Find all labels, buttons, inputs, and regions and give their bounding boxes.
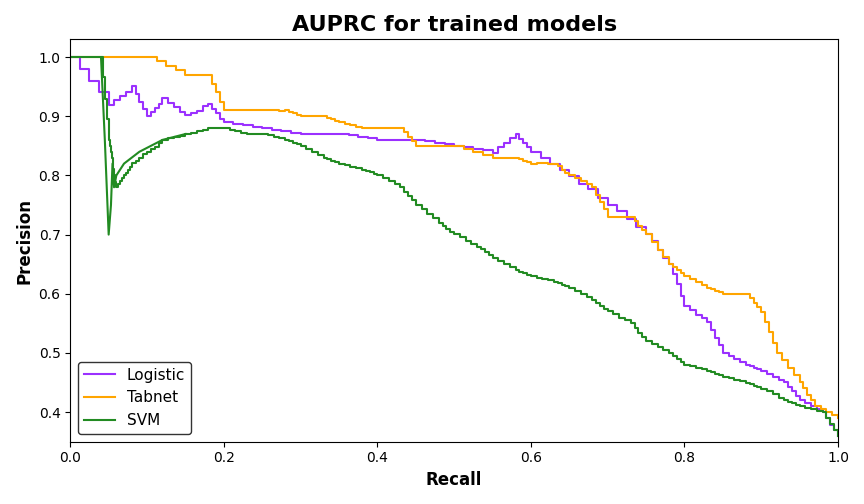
Line: Logistic: Logistic — [70, 57, 838, 436]
SVM — [454, 234, 465, 240]
Tabnet — [420, 143, 430, 149]
X-axis label: Recall: Recall — [426, 471, 482, 489]
SVM — [602, 305, 613, 311]
Logistic — [65, 54, 75, 60]
Tabnet — [543, 160, 553, 166]
Y-axis label: Precision: Precision — [15, 198, 33, 284]
Tabnet — [833, 415, 843, 421]
Line: Tabnet: Tabnet — [70, 57, 838, 418]
Logistic — [773, 377, 784, 383]
Logistic — [238, 122, 248, 128]
Logistic — [668, 261, 678, 267]
SVM — [121, 170, 131, 176]
SVM — [833, 433, 843, 439]
Title: AUPRC for trained models: AUPRC for trained models — [291, 15, 617, 35]
Logistic — [198, 107, 208, 113]
Tabnet — [468, 146, 479, 152]
Tabnet — [65, 54, 75, 60]
Line: SVM: SVM — [70, 57, 838, 436]
Tabnet — [384, 125, 394, 131]
Legend: Logistic, Tabnet, SVM: Logistic, Tabnet, SVM — [78, 361, 191, 434]
Tabnet — [302, 113, 312, 119]
Logistic — [564, 167, 575, 173]
Logistic — [702, 316, 713, 322]
SVM — [65, 54, 75, 60]
SVM — [723, 373, 734, 380]
Logistic — [833, 433, 843, 439]
Tabnet — [560, 166, 570, 172]
SVM — [117, 175, 127, 181]
SVM — [487, 253, 498, 259]
